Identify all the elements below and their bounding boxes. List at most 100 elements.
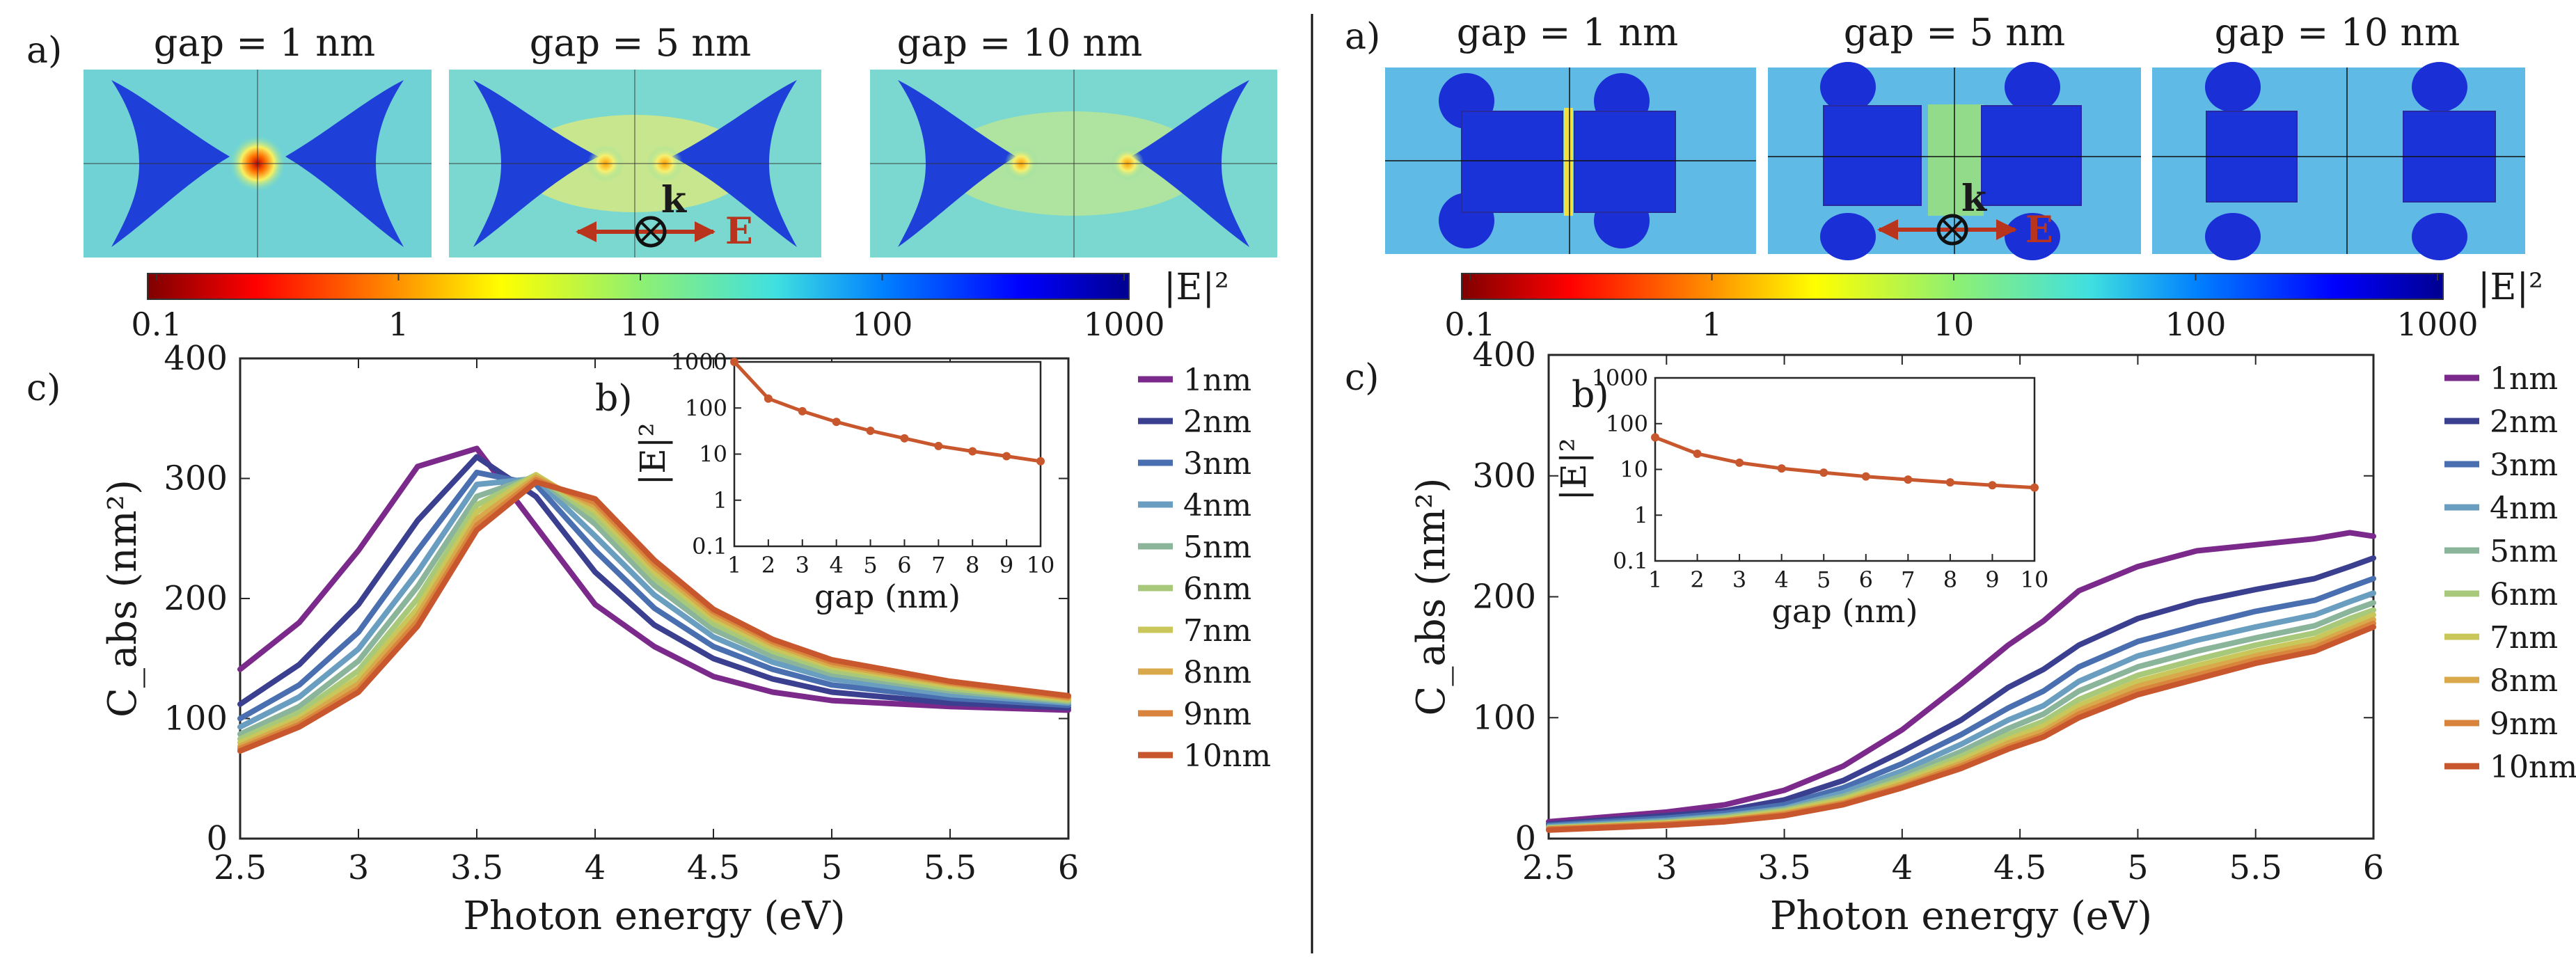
colorbar-left: [147, 273, 1130, 300]
y-tick-label: 0: [1515, 819, 1536, 858]
inset-x-tick-label: 2: [761, 552, 775, 578]
field-map-right-gap1: [1385, 68, 1756, 254]
inset-data-point: [832, 418, 841, 427]
inset-y-axis-label: |E|²: [633, 422, 673, 485]
panel-a-label: a): [1345, 16, 1380, 58]
x-tick-label: 4.5: [1993, 848, 2046, 887]
inset-y-tick-label: 100: [1606, 411, 1648, 437]
inset-x-tick-label: 1: [727, 552, 741, 578]
k-vector-label: k: [661, 179, 687, 221]
y-axis-label: C_abs (nm²): [100, 479, 145, 718]
series-line-3nm: [237, 469, 1071, 722]
legend-label: 3nm: [1183, 446, 1251, 482]
y-tick-label: 100: [164, 699, 228, 738]
y-axis-label: C_abs (nm²): [1409, 478, 1454, 716]
legend-label: 1nm: [2490, 361, 2558, 397]
inset-x-tick-label: 8: [965, 552, 979, 578]
e-field-label: E: [725, 210, 753, 253]
y-tick-label: 0: [206, 819, 228, 858]
inset-series-line: [733, 360, 1041, 463]
inset-x-axis-label: gap (nm): [1771, 592, 1918, 630]
x-tick-label: 4: [585, 848, 606, 887]
x-tick-label: 6: [2363, 848, 2385, 887]
inset-x-tick-label: 7: [1901, 566, 1915, 593]
map-title: gap = 1 nm: [154, 21, 375, 65]
field-map-right-gap5: k E: [1768, 62, 2141, 260]
legend-label: 5nm: [1183, 530, 1251, 565]
x-tick-label: 4.5: [687, 848, 740, 887]
panel-b-label: b): [1572, 374, 1609, 416]
inset-data-point: [1904, 475, 1913, 484]
map-title: gap = 10 nm: [2215, 10, 2460, 54]
legend-label: 6nm: [2490, 577, 2558, 612]
inset-data-point: [1988, 481, 1997, 490]
panel-c-label: c): [1345, 357, 1379, 399]
field-map-left-gap5: k E: [449, 70, 821, 257]
inset-x-tick-label: 5: [1817, 566, 1831, 593]
legend-label: 8nm: [1183, 655, 1251, 690]
map-title: gap = 5 nm: [530, 21, 751, 65]
inset-data-point: [798, 406, 807, 415]
y-tick-label: 400: [1472, 335, 1536, 374]
colorbar-tick-label: 1000: [2396, 306, 2478, 343]
inset-data-point: [934, 441, 943, 450]
inset-x-tick-label: 7: [931, 552, 945, 578]
y-tick-label: 100: [1472, 698, 1536, 737]
inset-data-point: [866, 427, 875, 436]
inset-y-axis-label: |E|²: [1554, 438, 1594, 500]
inset-data-point: [1002, 452, 1011, 461]
x-tick-label: 4: [1892, 848, 1913, 887]
inset-x-tick-label: 2: [1690, 566, 1704, 593]
inset-frame: [1654, 376, 2036, 562]
series-line-1nm: [1546, 530, 2376, 825]
x-tick-label: 3.5: [1757, 848, 1810, 887]
panel-b-label: b): [595, 378, 633, 420]
y-tick-label: 200: [164, 579, 228, 618]
field-map-right-gap10: [2152, 62, 2525, 260]
map-title: gap = 1 nm: [1457, 10, 1678, 54]
legend-label: 4nm: [1183, 488, 1251, 523]
legend-label: 5nm: [2490, 534, 2558, 569]
series-line-6nm: [237, 472, 1071, 742]
inset-x-tick-label: 8: [1943, 566, 1957, 593]
inset-x-tick-label: 5: [863, 552, 877, 578]
map-title: gap = 5 nm: [1844, 10, 2065, 54]
colorbar-tick-label: 100: [2165, 306, 2227, 343]
inset-data-point: [1861, 472, 1870, 481]
x-axis-label: Photon energy (eV): [1770, 894, 2152, 939]
series-line-10nm: [1546, 624, 2376, 833]
inset-y-tick-label: 0.1: [692, 533, 727, 560]
series-line-5nm: [1546, 600, 2376, 831]
inset-y-tick-label: 0.1: [1613, 548, 1648, 574]
inset-x-tick-label: 10: [1027, 552, 1055, 578]
series-line-1nm: [237, 445, 1071, 713]
x-tick-label: 5.5: [2229, 848, 2282, 887]
inset-data-point: [2030, 483, 2039, 492]
colorbar-label: |E|²: [1164, 267, 1229, 308]
x-tick-label: 3.5: [450, 848, 503, 887]
colorbar-right: [1461, 273, 2444, 300]
legend-label: 9nm: [1183, 697, 1251, 732]
legend-label: 10nm: [1183, 738, 1271, 774]
colorbar-tick-label: 1000: [1083, 306, 1164, 343]
inset-x-tick-label: 6: [897, 552, 911, 578]
field-map-left-gap1: [84, 70, 432, 257]
colorbar-tick-label: 0.1: [1444, 306, 1495, 343]
inset-y-tick-label: 1: [1634, 502, 1648, 528]
series-line-4nm: [237, 475, 1071, 730]
colorbar-tick-label: 10: [620, 306, 661, 343]
inset-y-tick-label: 1: [713, 487, 727, 514]
colorbar-tick-label: 1: [388, 306, 409, 343]
k-vector-icon: [635, 216, 667, 248]
k-vector-icon: [1936, 214, 1968, 246]
colorbar-tick-label: 10: [1934, 306, 1975, 343]
legend-label: 2nm: [2490, 404, 2558, 440]
inset-x-tick-label: 6: [1859, 566, 1873, 593]
inset-x-tick-label: 4: [1774, 566, 1788, 593]
inset-data-point: [900, 434, 909, 443]
inset-data-point: [1819, 468, 1828, 477]
legend-label: 1nm: [1183, 363, 1251, 398]
inset-x-tick-label: 3: [796, 552, 809, 578]
inset-y-tick-label: 10: [699, 441, 727, 468]
